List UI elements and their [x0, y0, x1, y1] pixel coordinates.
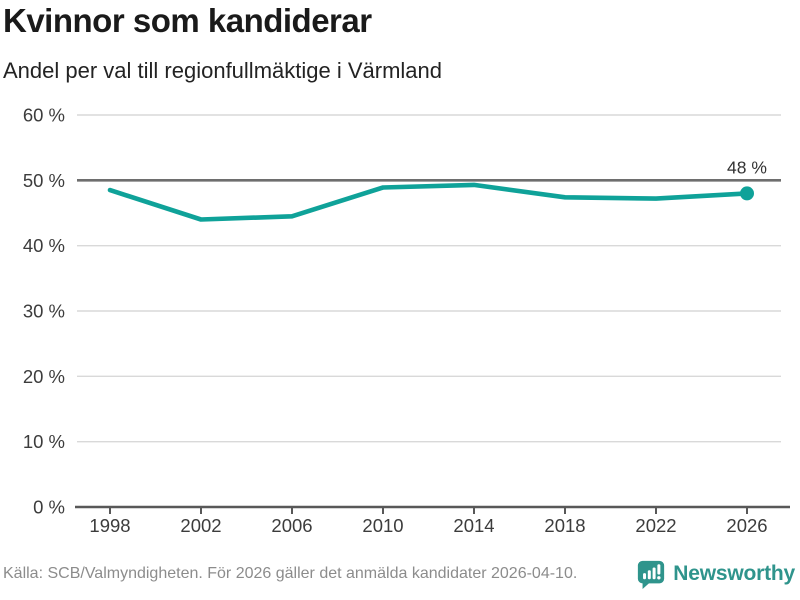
y-tick-label: 40 % [23, 235, 65, 256]
source-note: Källa: SCB/Valmyndigheten. För 2026 gäll… [3, 565, 578, 582]
x-tick-label: 1998 [89, 515, 130, 536]
x-tick-label: 2006 [271, 515, 312, 536]
footer: Källa: SCB/Valmyndigheten. För 2026 gäll… [0, 556, 800, 600]
x-tick-label: 2022 [635, 515, 676, 536]
y-tick-label: 60 % [23, 105, 65, 126]
newsworthy-logo-icon [638, 560, 665, 589]
data-line [107, 182, 750, 222]
x-tick-label: 2026 [726, 515, 767, 536]
y-tick-label: 30 % [23, 301, 65, 322]
x-tick-label: 2002 [180, 515, 221, 536]
y-tick-label: 20 % [23, 366, 65, 387]
x-tick-label: 2018 [544, 515, 585, 536]
y-tick-label: 50 % [23, 170, 65, 191]
end-value-label: 48 % [727, 157, 767, 177]
y-tick-label: 10 % [23, 431, 65, 452]
x-tick-label: 2014 [453, 515, 494, 536]
end-point-dot [740, 186, 754, 201]
brand-name: Newsworthy [673, 562, 795, 585]
y-tick-label: 0 % [33, 497, 65, 518]
page-title: Kvinnor som kandiderar [3, 2, 372, 39]
page-subtitle: Andel per val till regionfullmäktige i V… [3, 58, 442, 83]
brand: Newsworthy [636, 559, 795, 590]
x-tick-label: 2010 [362, 515, 403, 536]
